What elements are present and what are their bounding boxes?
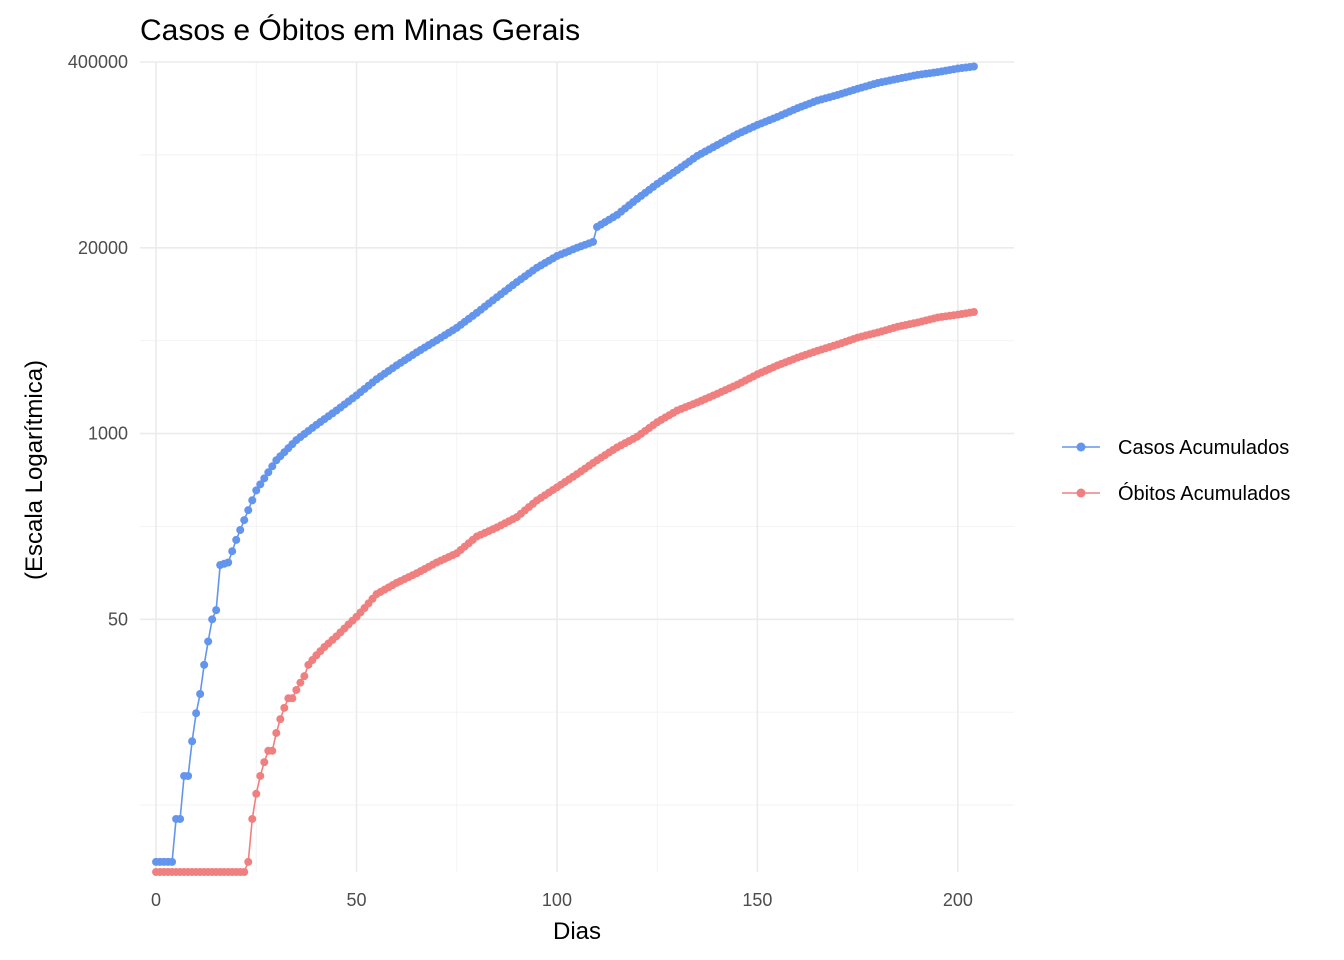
data-point xyxy=(276,715,285,724)
y-tick-label: 50 xyxy=(108,609,128,629)
chart-title: Casos e Óbitos em Minas Gerais xyxy=(140,14,580,47)
x-axis-title: Dias xyxy=(553,918,601,945)
series-line xyxy=(156,65,975,863)
data-point xyxy=(196,689,205,698)
series-line xyxy=(156,311,975,873)
plot-area xyxy=(152,62,978,876)
data-point xyxy=(224,558,233,567)
legend-marker xyxy=(1076,442,1086,452)
data-point xyxy=(248,496,257,505)
x-tick-label: 100 xyxy=(542,890,572,910)
legend-item: Óbitos Acumulados xyxy=(1062,482,1290,505)
data-point xyxy=(200,660,209,669)
data-point xyxy=(268,462,277,471)
data-point xyxy=(212,606,221,615)
x-tick-label: 200 xyxy=(943,890,973,910)
data-point xyxy=(192,709,201,718)
y-axis-title: (Escala Logarítmica) xyxy=(21,360,48,580)
series-obitos xyxy=(152,308,978,876)
legend-item: Casos Acumulados xyxy=(1062,437,1289,459)
data-point xyxy=(264,468,273,477)
data-point xyxy=(292,685,301,694)
data-point xyxy=(184,771,193,780)
data-point xyxy=(252,486,261,495)
data-point xyxy=(204,637,213,646)
data-point xyxy=(268,746,277,755)
data-point xyxy=(969,308,978,316)
y-tick-label: 20000 xyxy=(78,238,128,258)
x-tick-label: 150 xyxy=(742,890,772,910)
data-point xyxy=(232,535,241,544)
data-point xyxy=(188,737,197,746)
data-point xyxy=(244,857,253,866)
x-tick-label: 0 xyxy=(151,890,161,910)
data-point xyxy=(240,868,249,876)
data-point xyxy=(260,758,269,767)
data-point xyxy=(244,506,253,515)
data-point xyxy=(236,525,245,534)
data-point xyxy=(240,516,249,525)
data-point xyxy=(300,672,309,681)
data-point xyxy=(208,615,217,624)
data-point xyxy=(969,62,978,71)
axis-ticks: 0 50 100 150 200 50 1000 20000 400000 xyxy=(68,52,973,910)
data-point xyxy=(256,480,265,489)
y-tick-label: 400000 xyxy=(68,52,128,72)
data-point xyxy=(248,814,257,823)
legend-label: Óbitos Acumulados xyxy=(1118,482,1290,505)
data-point xyxy=(252,789,261,798)
data-point xyxy=(296,678,305,687)
data-point xyxy=(288,694,297,703)
legend-marker xyxy=(1076,488,1086,498)
data-point xyxy=(280,703,289,712)
y-tick-label: 1000 xyxy=(88,424,128,444)
data-point xyxy=(272,728,281,737)
legend: Casos Acumulados Óbitos Acumulados xyxy=(1062,437,1290,505)
data-point xyxy=(176,814,185,823)
data-point xyxy=(256,771,265,780)
data-point xyxy=(228,547,237,556)
data-point xyxy=(589,237,598,246)
x-tick-label: 50 xyxy=(346,890,366,910)
legend-label: Casos Acumulados xyxy=(1118,437,1289,459)
series-casos xyxy=(152,62,978,866)
data-point xyxy=(168,857,177,866)
data-point xyxy=(260,474,269,483)
